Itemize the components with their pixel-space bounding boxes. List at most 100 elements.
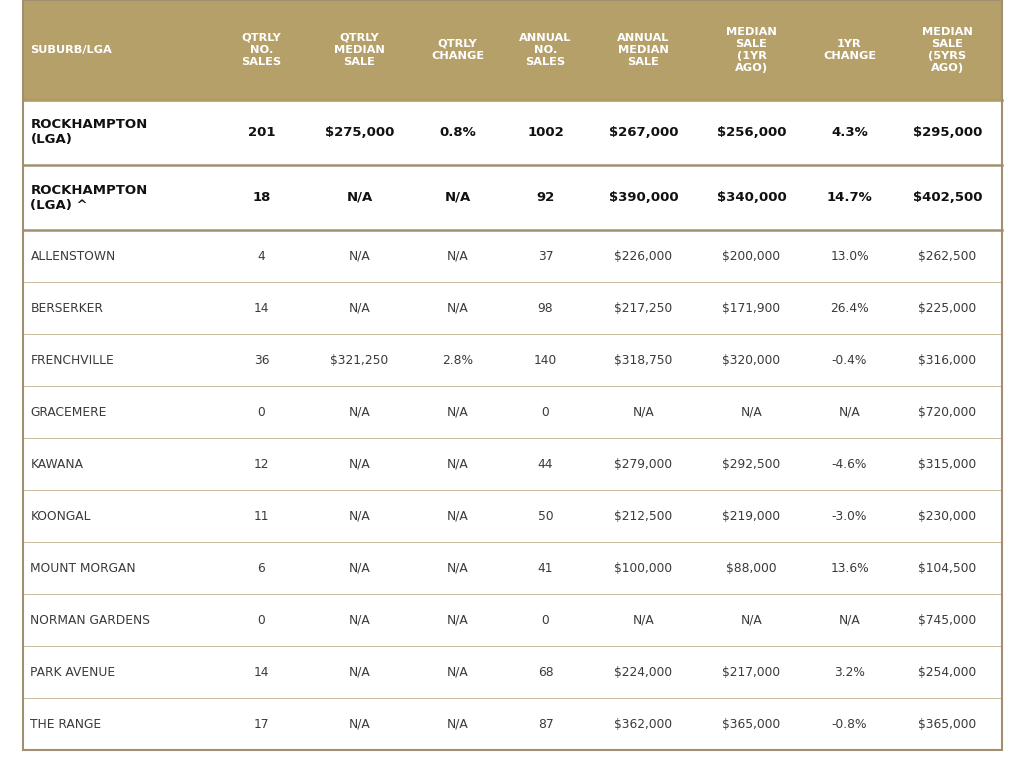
Text: SUBURB/LGA: SUBURB/LGA (31, 45, 113, 55)
Text: 201: 201 (248, 126, 275, 139)
Text: 37: 37 (538, 250, 553, 263)
Text: MOUNT MORGAN: MOUNT MORGAN (31, 561, 136, 574)
Text: MEDIAN
SALE
(5YRS
AGO): MEDIAN SALE (5YRS AGO) (922, 27, 973, 73)
Text: N/A: N/A (348, 406, 371, 419)
Text: 50: 50 (538, 509, 553, 522)
Text: N/A: N/A (348, 561, 371, 574)
Text: N/A: N/A (348, 614, 371, 627)
Text: 0: 0 (542, 406, 549, 419)
Text: KAWANA: KAWANA (31, 458, 84, 471)
Text: $390,000: $390,000 (608, 191, 678, 204)
Text: 140: 140 (534, 353, 557, 366)
Text: $171,900: $171,900 (723, 302, 780, 315)
Bar (23, 0, 1001, 100)
Text: $321,250: $321,250 (331, 353, 389, 366)
Text: THE RANGE: THE RANGE (31, 717, 101, 730)
Text: $292,500: $292,500 (722, 458, 780, 471)
Text: N/A: N/A (446, 406, 468, 419)
Text: $212,500: $212,500 (614, 509, 673, 522)
Text: $230,000: $230,000 (919, 509, 977, 522)
Text: BERSERKER: BERSERKER (31, 302, 103, 315)
Bar (23, 282, 1001, 334)
Text: N/A: N/A (348, 717, 371, 730)
Text: -4.6%: -4.6% (831, 458, 867, 471)
Text: 3.2%: 3.2% (835, 666, 865, 678)
Text: $720,000: $720,000 (919, 406, 977, 419)
Text: 4.3%: 4.3% (831, 126, 868, 139)
Text: ROCKHAMPTON
(LGA): ROCKHAMPTON (LGA) (31, 118, 147, 147)
Bar (23, 165, 1001, 230)
Text: N/A: N/A (446, 250, 468, 263)
Text: N/A: N/A (348, 458, 371, 471)
Text: N/A: N/A (444, 191, 471, 204)
Text: GRACEMERE: GRACEMERE (31, 406, 106, 419)
Text: 0: 0 (258, 614, 265, 627)
Text: N/A: N/A (348, 666, 371, 678)
Text: 92: 92 (537, 191, 555, 204)
Text: 2.8%: 2.8% (442, 353, 473, 366)
Text: N/A: N/A (446, 717, 468, 730)
Bar (23, 334, 1001, 386)
Text: N/A: N/A (446, 302, 468, 315)
Text: N/A: N/A (446, 509, 468, 522)
Text: $315,000: $315,000 (919, 458, 977, 471)
Text: $295,000: $295,000 (912, 126, 982, 139)
Text: N/A: N/A (633, 614, 654, 627)
Text: N/A: N/A (446, 614, 468, 627)
Text: QTRLY
NO.
SALES: QTRLY NO. SALES (242, 33, 282, 67)
Text: 98: 98 (538, 302, 553, 315)
Text: 14.7%: 14.7% (826, 191, 872, 204)
Text: 11: 11 (254, 509, 269, 522)
Text: ANNUAL
MEDIAN
SALE: ANNUAL MEDIAN SALE (617, 33, 670, 67)
Bar (23, 490, 1001, 542)
Text: 12: 12 (254, 458, 269, 471)
Text: $262,500: $262,500 (919, 250, 977, 263)
Text: N/A: N/A (740, 614, 763, 627)
Text: $267,000: $267,000 (608, 126, 678, 139)
Text: N/A: N/A (348, 302, 371, 315)
Text: $224,000: $224,000 (614, 666, 673, 678)
Bar (23, 100, 1001, 165)
Text: -0.8%: -0.8% (831, 717, 867, 730)
Bar (23, 230, 1001, 282)
Text: N/A: N/A (446, 561, 468, 574)
Text: $318,750: $318,750 (614, 353, 673, 366)
Text: $340,000: $340,000 (717, 191, 786, 204)
Text: 1002: 1002 (527, 126, 564, 139)
Text: 17: 17 (254, 717, 269, 730)
Text: $219,000: $219,000 (723, 509, 780, 522)
Text: 0.8%: 0.8% (439, 126, 476, 139)
Bar (23, 438, 1001, 490)
Text: N/A: N/A (346, 191, 373, 204)
Text: FRENCHVILLE: FRENCHVILLE (31, 353, 115, 366)
Text: N/A: N/A (740, 406, 763, 419)
Text: $365,000: $365,000 (722, 717, 780, 730)
Text: 0: 0 (258, 406, 265, 419)
Text: $104,500: $104,500 (919, 561, 977, 574)
Bar (23, 542, 1001, 594)
Text: N/A: N/A (348, 509, 371, 522)
Text: 26.4%: 26.4% (830, 302, 868, 315)
Text: ROCKHAMPTON
(LGA) ^: ROCKHAMPTON (LGA) ^ (31, 184, 147, 211)
Text: 1YR
CHANGE: 1YR CHANGE (823, 39, 877, 61)
Text: 0: 0 (542, 614, 549, 627)
Text: 14: 14 (254, 666, 269, 678)
Text: KOONGAL: KOONGAL (31, 509, 91, 522)
Text: $745,000: $745,000 (919, 614, 977, 627)
Text: $217,250: $217,250 (614, 302, 673, 315)
Bar (23, 594, 1001, 646)
Bar (23, 698, 1001, 750)
Text: N/A: N/A (446, 458, 468, 471)
Text: $254,000: $254,000 (919, 666, 977, 678)
Text: -3.0%: -3.0% (831, 509, 867, 522)
Text: 6: 6 (258, 561, 265, 574)
Text: ALLENSTOWN: ALLENSTOWN (31, 250, 116, 263)
Text: ANNUAL
NO.
SALES: ANNUAL NO. SALES (519, 33, 571, 67)
Text: 13.0%: 13.0% (830, 250, 868, 263)
Text: $316,000: $316,000 (919, 353, 977, 366)
Text: N/A: N/A (446, 666, 468, 678)
Text: $217,000: $217,000 (723, 666, 780, 678)
Text: $279,000: $279,000 (614, 458, 673, 471)
Text: $402,500: $402,500 (912, 191, 982, 204)
Text: PARK AVENUE: PARK AVENUE (31, 666, 116, 678)
